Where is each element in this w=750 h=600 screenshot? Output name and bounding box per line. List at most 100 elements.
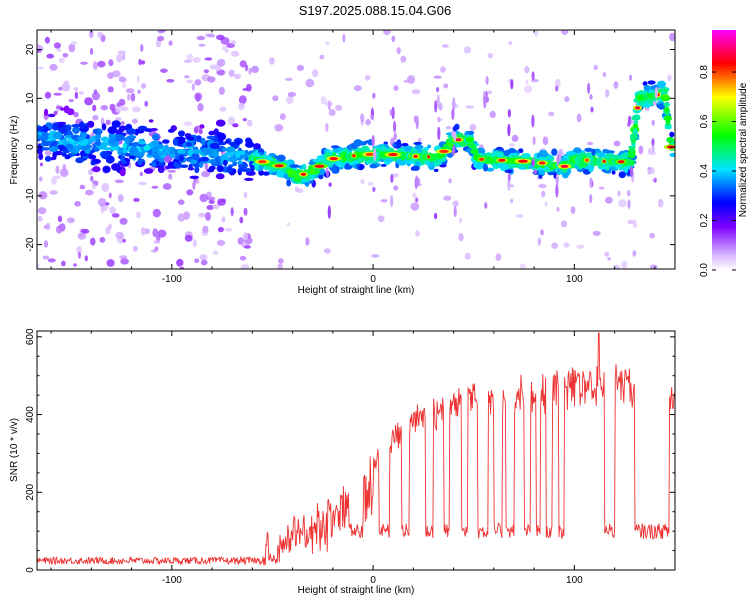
spectrogram-speckle [168,173,173,180]
spectrogram-cell [88,154,97,160]
spectrogram-speckle [239,216,244,224]
spectrogram-cell [602,149,610,153]
spectrogram-speckle [144,100,148,107]
spectrogram-peak-cell [413,154,418,158]
spectrogram-speckle [411,89,421,95]
spectrogram-speckle [516,214,524,218]
spectrogram-speckle [73,87,79,91]
spectrogram-speckle [627,219,635,225]
spectrogram-cell [228,141,237,146]
spectrogram-speckle [393,185,399,191]
spectrogram-cell [657,103,666,110]
spectrogram-x-label: Height of straight line (km) [298,285,415,296]
spectrogram-cell [41,132,51,141]
spectrogram-speckle [523,85,533,94]
spectrogram-cell [500,164,508,172]
spectrogram-speckle [445,126,452,130]
spectrogram-cell [385,158,394,163]
spectrogram-cell [245,137,252,144]
spectrogram-streak [532,136,536,146]
spectrogram-speckle [531,79,539,83]
spectrogram-speckle [59,168,69,178]
spectrogram-speckle [49,190,58,195]
spectrogram-cell [428,161,435,169]
spectrogram-speckle [458,233,464,242]
spectrogram-cell [187,136,195,141]
spectrogram-streak [436,86,440,93]
spectrogram-cell [528,165,534,169]
spectrogram-speckle [199,254,208,261]
spectrogram-speckle [63,80,70,85]
spectrogram-cell [198,161,204,168]
spectrogram-speckle [205,211,211,221]
spectrogram-cell [49,146,59,153]
spectrogram-speckle [669,32,675,42]
spectrogram-cell [176,149,186,154]
spectrogram-peak-cell [479,157,485,161]
spectrogram-speckle [119,255,128,260]
spectrogram-speckle [525,79,529,85]
spectrogram-cell [102,165,111,173]
colorbar-tick-label: 0.2 [699,213,710,227]
spectrogram-speckle [627,189,631,197]
spectrogram-cell [663,106,670,113]
spectrogram-speckle [117,194,124,203]
spectrogram-cell [44,155,52,162]
spectrogram-speckle [396,47,401,55]
spectrogram-speckle [216,34,225,41]
spectrogram-speckle [46,53,54,59]
spectrogram-streak [590,106,594,113]
spectrogram-cell [188,163,193,169]
spectrogram-speckle [132,118,138,124]
spectrogram-speckle [122,53,126,61]
spectrogram-streak [510,79,514,90]
spectrogram-ridge-cell [666,136,675,143]
spectrogram-speckle [224,227,233,232]
spectrogram-cell [551,148,558,156]
spectrogram-speckle [554,78,561,88]
spectrogram-cell [45,122,53,128]
spectrogram-cell [404,160,411,164]
snr-x-tick-label: 100 [566,575,583,586]
spectrogram-speckle [613,264,620,269]
spectrogram-speckle [217,198,226,206]
spectrogram-cell [632,128,638,135]
spectrogram-speckle [81,228,90,234]
spectrogram-speckle [459,217,463,224]
spectrogram-cell [539,152,549,158]
spectrogram-speckle [607,257,611,261]
spectrogram-cell [215,119,226,127]
spectrogram-speckle [37,66,44,70]
spectrogram-cell [199,124,205,129]
spectrogram-speckle [199,193,209,203]
spectrogram-speckle [202,225,209,234]
snr-y-tick-label: 0 [25,567,36,573]
spectrogram-cell [92,128,98,134]
spectrogram-speckle [91,91,101,101]
spectrogram-cell [167,163,174,169]
spectrogram-cell [228,155,238,163]
colorbar-tick-label: 0.0 [699,263,710,277]
spectrogram-speckle [122,238,126,243]
spectrogram-speckle [360,178,365,185]
spectrogram-cell [669,131,675,138]
spectrogram-cell [66,154,71,160]
spectrogram-cell [176,136,186,145]
spectrogram-cell [41,140,52,147]
spectrogram-x-tick-label: 100 [566,274,583,285]
spectrogram-speckle [242,88,249,91]
spectrogram-cell [225,146,236,153]
spectrogram-speckle [576,113,582,123]
spectrogram-speckle [239,60,247,68]
spectrogram-speckle [605,196,613,204]
snr-x-tick-label: -100 [162,575,182,586]
spectrogram-speckle [37,207,47,215]
spectrogram-streak [589,177,593,188]
spectrogram-cell [504,169,513,174]
spectrogram-streak [389,109,393,116]
spectrogram-speckle [243,191,248,199]
spectrogram-speckle [657,198,664,208]
spectrogram-streak [483,95,487,109]
spectrogram-streak [589,94,593,100]
spectrogram-speckle [285,96,294,105]
